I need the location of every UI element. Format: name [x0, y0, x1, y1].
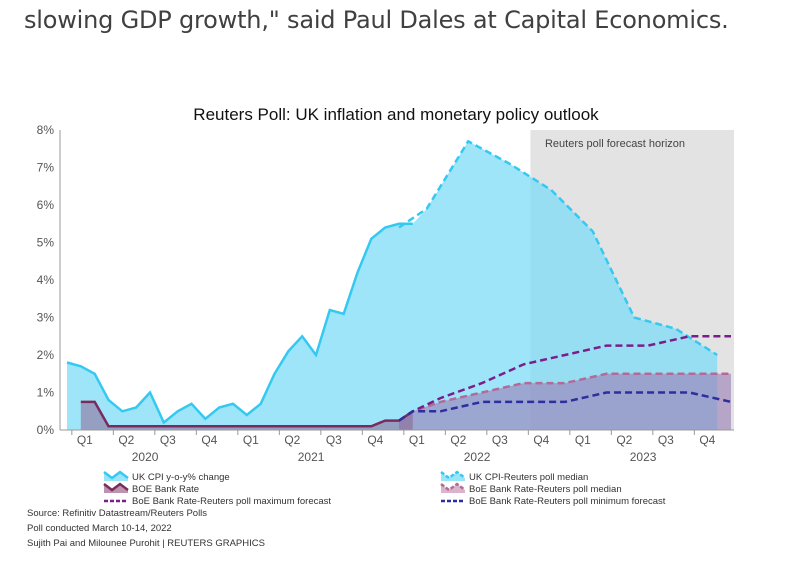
poll-date-note: Poll conducted March 10-14, 2022: [27, 523, 172, 534]
boe-max-line: [398, 335, 731, 422]
legend-label: BoE Bank Rate-Reuters poll maximum forec…: [132, 496, 331, 507]
x-tick-label: Q3: [160, 433, 176, 447]
x-tick-label: Q4: [699, 433, 715, 447]
cpi-line: [66, 222, 413, 425]
y-tick-label: 2%: [37, 348, 55, 362]
article-text: slowing GDP growth," said Paul Dales at …: [24, 6, 729, 34]
legend-label: BoE Bank Rate-Reuters poll median: [469, 484, 622, 495]
y-tick-label: 8%: [37, 123, 55, 137]
legend-item: BoE Bank Rate-Reuters poll median: [440, 482, 622, 495]
legend-label: BOE Bank Rate: [132, 484, 199, 495]
chart-title: Reuters Poll: UK inflation and monetary …: [193, 105, 599, 124]
credit-note: Sujith Pai and Milounee Purohit | REUTER…: [27, 538, 265, 549]
x-tick-label: Q3: [492, 433, 508, 447]
forecast-horizon-label: Reuters poll forecast horizon: [545, 138, 685, 150]
legend-swatch: [103, 482, 129, 492]
y-tick-label: 4%: [37, 273, 55, 287]
x-tick-label: Q2: [284, 433, 300, 447]
legend-item: UK CPI-Reuters poll median: [440, 470, 588, 483]
legend-item: UK CPI y-o-y% change: [103, 470, 230, 483]
y-tick-label: 7%: [37, 161, 55, 175]
x-tick-label: Q1: [243, 433, 259, 447]
x-tick-label: Q2: [616, 433, 632, 447]
legend-label: UK CPI-Reuters poll median: [469, 472, 588, 483]
x-tick-label: Q4: [533, 433, 549, 447]
year-label: 2022: [464, 450, 491, 464]
legend-swatch: [440, 470, 466, 480]
legend-item: BoE Bank Rate-Reuters poll minimum forec…: [441, 496, 666, 507]
boe-min-line: [398, 391, 732, 422]
x-tick-label: Q2: [118, 433, 134, 447]
legend-label: UK CPI y-o-y% change: [132, 472, 230, 483]
legend-item: BoE Bank Rate-Reuters poll maximum forec…: [104, 496, 331, 507]
y-tick-label: 3%: [37, 311, 55, 325]
y-tick-label: 5%: [37, 236, 55, 250]
year-label: 2021: [298, 450, 325, 464]
x-tick-label: Q3: [658, 433, 674, 447]
x-tick-label: Q1: [575, 433, 591, 447]
boe-median-line: [398, 372, 731, 422]
x-tick-label: Q3: [326, 433, 342, 447]
legend-label: BoE Bank Rate-Reuters poll minimum forec…: [469, 496, 666, 507]
legend-swatch: [103, 470, 129, 480]
x-tick-label: Q4: [201, 433, 217, 447]
y-tick-label: 6%: [37, 198, 55, 212]
x-tick-label: Q4: [367, 433, 383, 447]
cpi-forecast-line: [398, 139, 718, 357]
legend-item: BOE Bank Rate: [103, 482, 199, 495]
x-tick-label: Q1: [77, 433, 93, 447]
source-note: Source: Refinitiv Datastream/Reuters Pol…: [27, 508, 208, 519]
y-tick-label: 1%: [37, 386, 55, 400]
legend-swatch: [440, 482, 466, 492]
x-tick-label: Q2: [450, 433, 466, 447]
year-label: 2020: [132, 450, 159, 464]
boe-rate-line: [80, 400, 414, 428]
y-tick-label: 0%: [37, 423, 55, 437]
year-label: 2023: [630, 450, 657, 464]
x-tick-label: Q1: [409, 433, 425, 447]
